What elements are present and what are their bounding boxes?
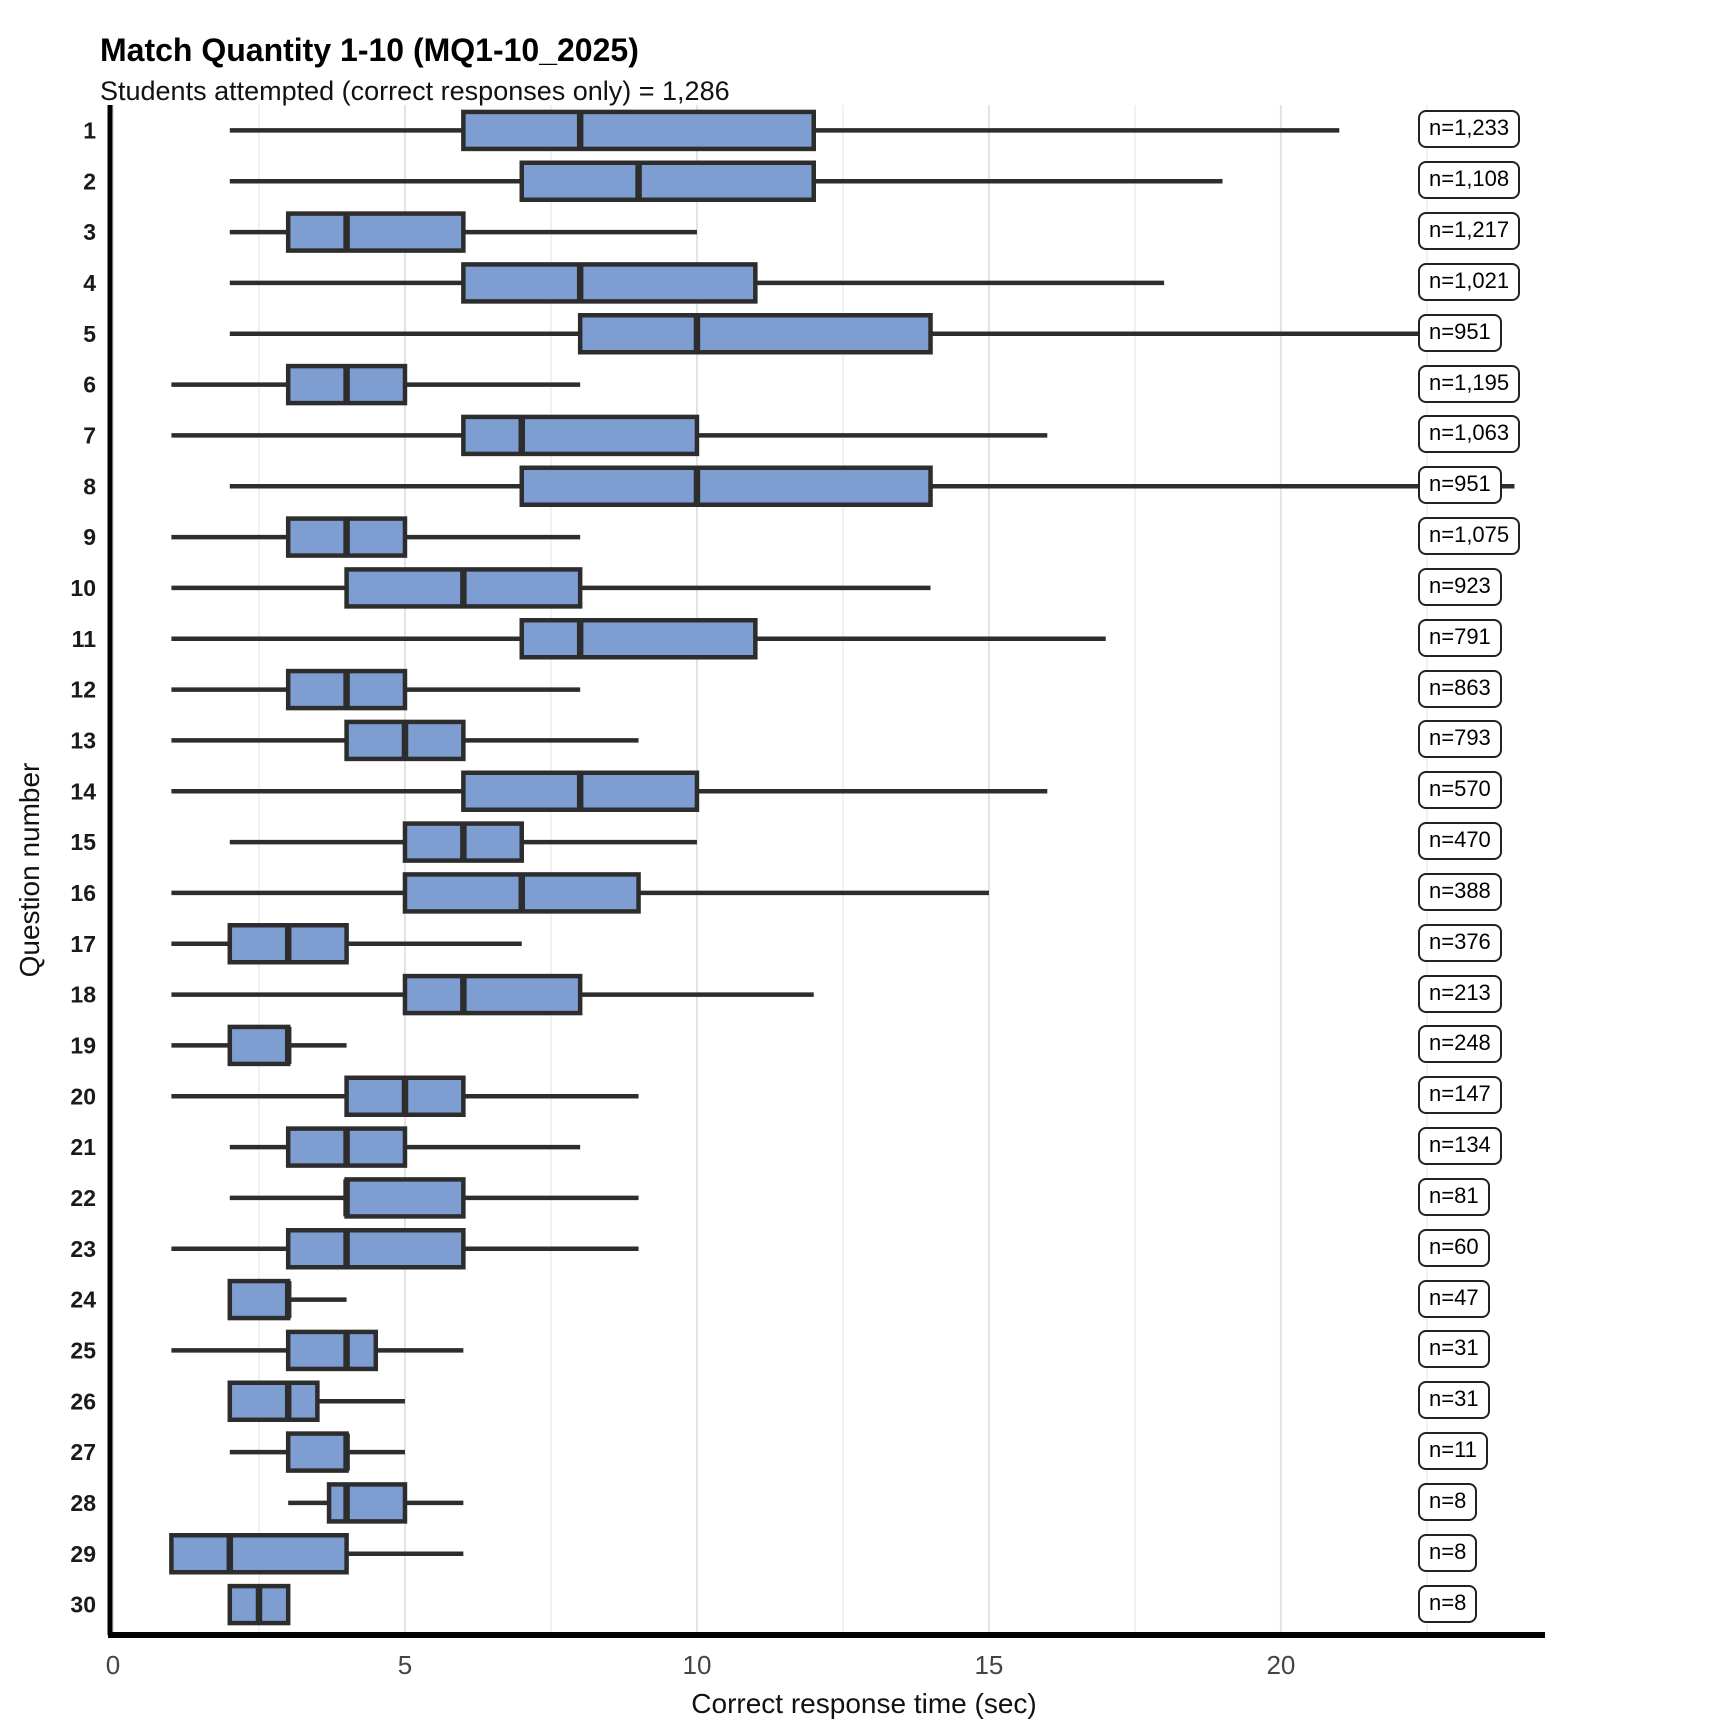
y-tick-label-5: 5 [83, 321, 96, 347]
y-tick-label-15: 15 [70, 829, 96, 855]
box-iqr-q18 [402, 973, 583, 1016]
box-iqr-q24 [227, 1278, 291, 1321]
y-tick-label-24: 24 [70, 1287, 96, 1313]
n-count-badge-q2: n=1,108 [1418, 161, 1521, 200]
box-iqr-q1 [461, 109, 816, 152]
n-count-badge-q18: n=213 [1418, 974, 1502, 1013]
n-count-badge-q17: n=376 [1418, 923, 1502, 962]
y-tick-label-27: 27 [70, 1439, 96, 1465]
n-count-badge-q10: n=923 [1418, 567, 1502, 606]
y-tick-label-16: 16 [70, 880, 96, 906]
y-tick-label-6: 6 [83, 372, 96, 398]
y-tick-label-13: 13 [70, 727, 96, 753]
y-tick-label-10: 10 [70, 575, 96, 601]
n-count-badge-q19: n=248 [1418, 1025, 1502, 1064]
box-iqr-q23 [285, 1228, 466, 1270]
y-tick-label-8: 8 [83, 473, 96, 499]
box-iqr-q2 [519, 160, 816, 202]
y-tick-label-1: 1 [83, 117, 96, 143]
y-tick-label-2: 2 [83, 168, 96, 194]
box-iqr-q28 [326, 1482, 408, 1524]
n-count-badge-q22: n=81 [1418, 1177, 1490, 1216]
n-count-badge-q13: n=793 [1418, 720, 1502, 759]
box-iqr-q19 [227, 1024, 291, 1067]
y-tick-label-9: 9 [83, 524, 96, 550]
n-count-badge-q20: n=147 [1418, 1076, 1502, 1115]
n-count-badge-q23: n=60 [1418, 1228, 1490, 1267]
box-iqr-q7 [461, 414, 700, 457]
y-tick-label-3: 3 [83, 219, 96, 245]
x-tick-label-15: 15 [974, 1650, 1003, 1680]
y-tick-label-30: 30 [70, 1592, 96, 1618]
box-iqr-q25 [285, 1329, 379, 1372]
box-iqr-q26 [227, 1380, 320, 1422]
n-count-badge-q1: n=1,233 [1418, 110, 1521, 149]
y-tick-label-17: 17 [70, 931, 96, 957]
n-count-badge-q25: n=31 [1418, 1330, 1490, 1369]
x-tick-label-20: 20 [1266, 1650, 1295, 1680]
y-tick-label-22: 22 [70, 1185, 96, 1211]
n-count-badge-q12: n=863 [1418, 669, 1502, 708]
y-tick-label-25: 25 [70, 1337, 96, 1363]
y-tick-label-26: 26 [70, 1388, 96, 1414]
n-count-badge-q30: n=8 [1418, 1584, 1478, 1623]
y-tick-label-4: 4 [83, 270, 96, 296]
n-count-badge-q21: n=134 [1418, 1127, 1502, 1166]
box-iqr-q3 [285, 211, 466, 253]
box-iqr-q22 [344, 1177, 466, 1219]
n-count-badge-q15: n=470 [1418, 822, 1502, 861]
n-count-badge-q29: n=8 [1418, 1533, 1478, 1572]
chart-title: Match Quantity 1-10 (MQ1-10_2025) [100, 32, 639, 68]
y-tick-label-23: 23 [70, 1236, 96, 1262]
n-count-badge-q7: n=1,063 [1418, 415, 1521, 454]
n-count-badge-q6: n=1,195 [1418, 364, 1521, 403]
n-count-badge-q16: n=388 [1418, 872, 1502, 911]
y-axis-title: Question number [14, 762, 45, 978]
box-iqr-q29 [169, 1533, 349, 1575]
x-tick-label-5: 5 [398, 1650, 412, 1680]
y-tick-label-20: 20 [70, 1083, 96, 1109]
n-count-badge-q3: n=1,217 [1418, 212, 1521, 251]
box-iqr-q27 [285, 1431, 349, 1473]
n-count-badge-q26: n=31 [1418, 1381, 1490, 1420]
n-count-badge-q28: n=8 [1418, 1482, 1478, 1521]
n-count-badge-q24: n=47 [1418, 1279, 1490, 1318]
y-tick-label-12: 12 [70, 677, 96, 703]
chart-subtitle: Students attempted (correct responses on… [100, 76, 730, 106]
n-count-badge-q14: n=570 [1418, 771, 1502, 810]
y-tick-label-29: 29 [70, 1541, 96, 1567]
y-tick-label-11: 11 [72, 626, 97, 652]
n-count-badge-q27: n=11 [1418, 1432, 1488, 1471]
n-count-badge-q5: n=951 [1418, 313, 1502, 352]
x-axis-title: Correct response time (sec) [691, 1688, 1037, 1719]
box-iqr-q4 [461, 262, 758, 304]
x-tick-label-10: 10 [682, 1650, 711, 1680]
y-tick-label-28: 28 [70, 1490, 96, 1516]
y-tick-label-14: 14 [70, 778, 96, 804]
n-count-badge-q8: n=951 [1418, 466, 1502, 505]
n-count-badge-q9: n=1,075 [1418, 517, 1521, 556]
box-iqr-q5 [577, 313, 933, 355]
x-tick-label-0: 0 [106, 1650, 120, 1680]
box-iqr-q8 [519, 465, 933, 507]
n-count-badge-q11: n=791 [1418, 618, 1502, 657]
y-tick-label-21: 21 [70, 1134, 96, 1160]
y-tick-label-19: 19 [70, 1032, 96, 1058]
n-count-badge-q4: n=1,021 [1418, 262, 1521, 301]
y-tick-label-18: 18 [70, 982, 96, 1008]
y-tick-label-7: 7 [83, 422, 96, 448]
box-iqr-q11 [519, 618, 758, 660]
